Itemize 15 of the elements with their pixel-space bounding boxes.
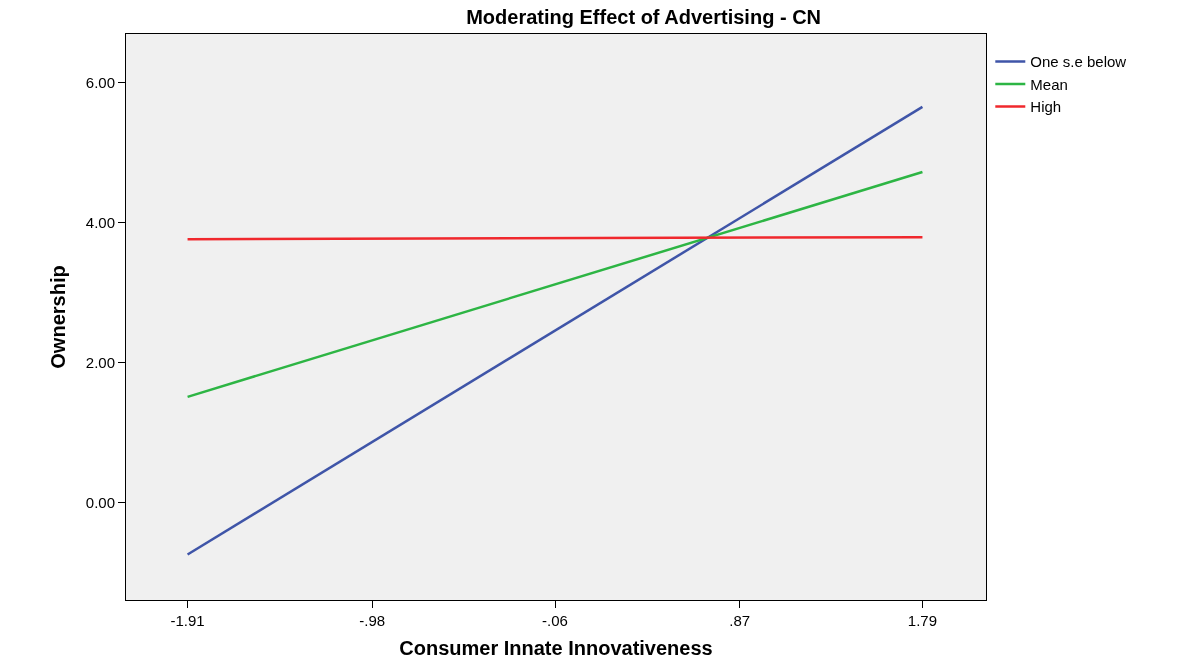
y-tick-label: 4.00 xyxy=(85,213,115,231)
x-tick-label: 1.79 xyxy=(907,612,938,629)
y-tick-label: 2.00 xyxy=(85,353,115,371)
legend-label: Mean xyxy=(1030,75,1068,93)
x-tick-label: -.98 xyxy=(359,612,386,629)
legend-label: One s.e below xyxy=(1030,53,1127,71)
x-tick-label: -.06 xyxy=(542,612,568,629)
x-tick-label: -1.91 xyxy=(170,612,205,629)
chart-title: Moderating Effect of Advertising - CN xyxy=(466,5,822,28)
legend-label: High xyxy=(1030,98,1062,116)
y-tick-label: 6.00 xyxy=(85,73,115,91)
y-tick-label: 0.00 xyxy=(85,493,115,511)
x-axis-title: Consumer Innate Innovativeness xyxy=(399,636,713,659)
y-axis-title: Ownership xyxy=(47,265,70,369)
x-tick-label: .87 xyxy=(729,612,751,629)
